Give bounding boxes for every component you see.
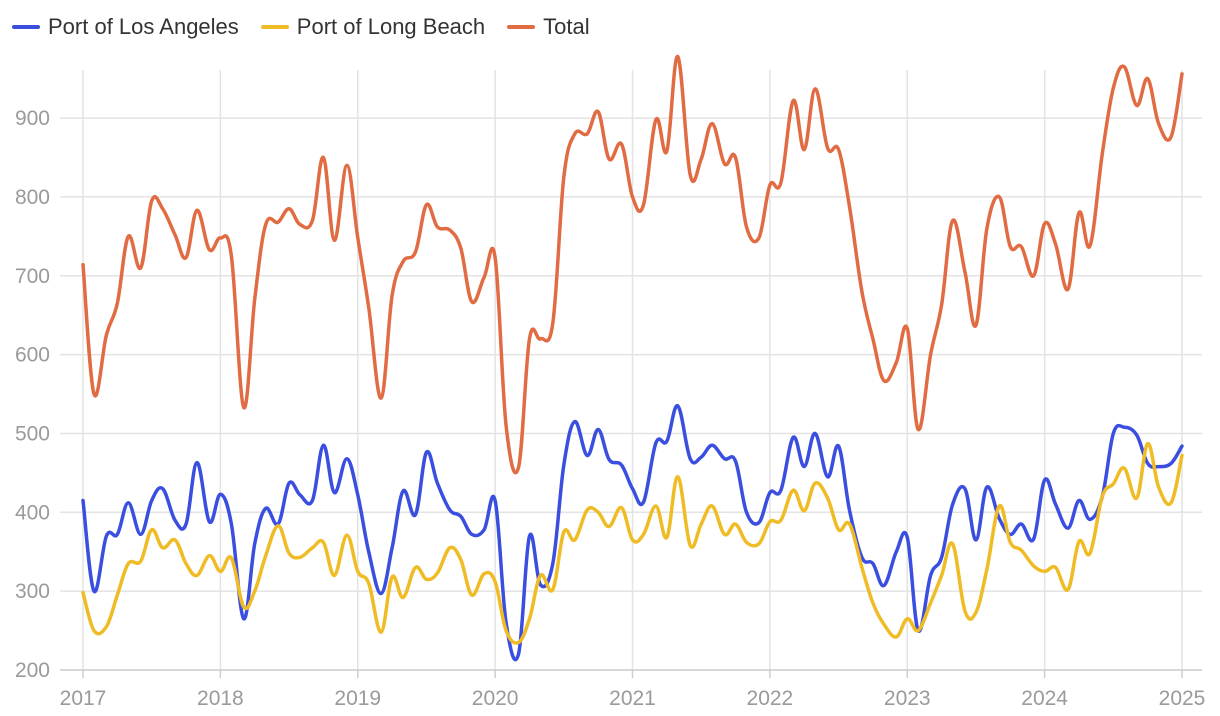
y-tick-label: 400 (15, 501, 50, 524)
y-tick-label: 900 (15, 107, 50, 130)
x-tick-label: 2018 (197, 687, 244, 710)
x-tick-label: 2019 (334, 687, 381, 710)
series-line-port-of-los-angeles[interactable] (81, 404, 1184, 662)
chart-legend: Port of Los Angeles Port of Long Beach T… (12, 14, 612, 40)
x-tick-label: 2024 (1021, 687, 1068, 710)
x-tick-label: 2017 (60, 687, 107, 710)
y-tick-label: 600 (15, 344, 50, 367)
grid-lines (60, 70, 1202, 678)
x-tick-label: 2022 (747, 687, 794, 710)
y-tick-label: 200 (15, 659, 50, 682)
y-tick-label: 700 (15, 265, 50, 288)
series-line-port-of-long-beach[interactable] (81, 441, 1184, 645)
legend-swatch-port-of-los-angeles (12, 25, 40, 29)
series-line-total[interactable] (81, 54, 1184, 475)
x-tick-label: 2023 (884, 687, 931, 710)
legend-item-port-of-long-beach[interactable]: Port of Long Beach (260, 14, 486, 40)
x-tick-label: 2025 (1159, 687, 1206, 710)
legend-item-total[interactable]: Total (507, 14, 590, 40)
legend-swatch-total (507, 25, 536, 29)
y-tick-label: 500 (15, 422, 50, 445)
legend-swatch-port-of-long-beach (260, 25, 289, 29)
legend-label: Port of Long Beach (296, 14, 486, 39)
y-tick-label: 800 (15, 186, 50, 209)
legend-label: Port of Los Angeles (48, 14, 239, 39)
series-lines (81, 54, 1184, 662)
y-tick-label: 300 (15, 580, 50, 603)
axis-labels: 200 300 400 500 600 700 800 900 2017 2018 2019 2020… (15, 107, 1205, 710)
legend-label: Total (543, 14, 590, 39)
x-tick-label: 2021 (609, 687, 656, 710)
legend-item-port-of-los-angeles[interactable]: Port of Los Angeles (12, 14, 239, 40)
x-tick-label: 2020 (472, 687, 519, 710)
